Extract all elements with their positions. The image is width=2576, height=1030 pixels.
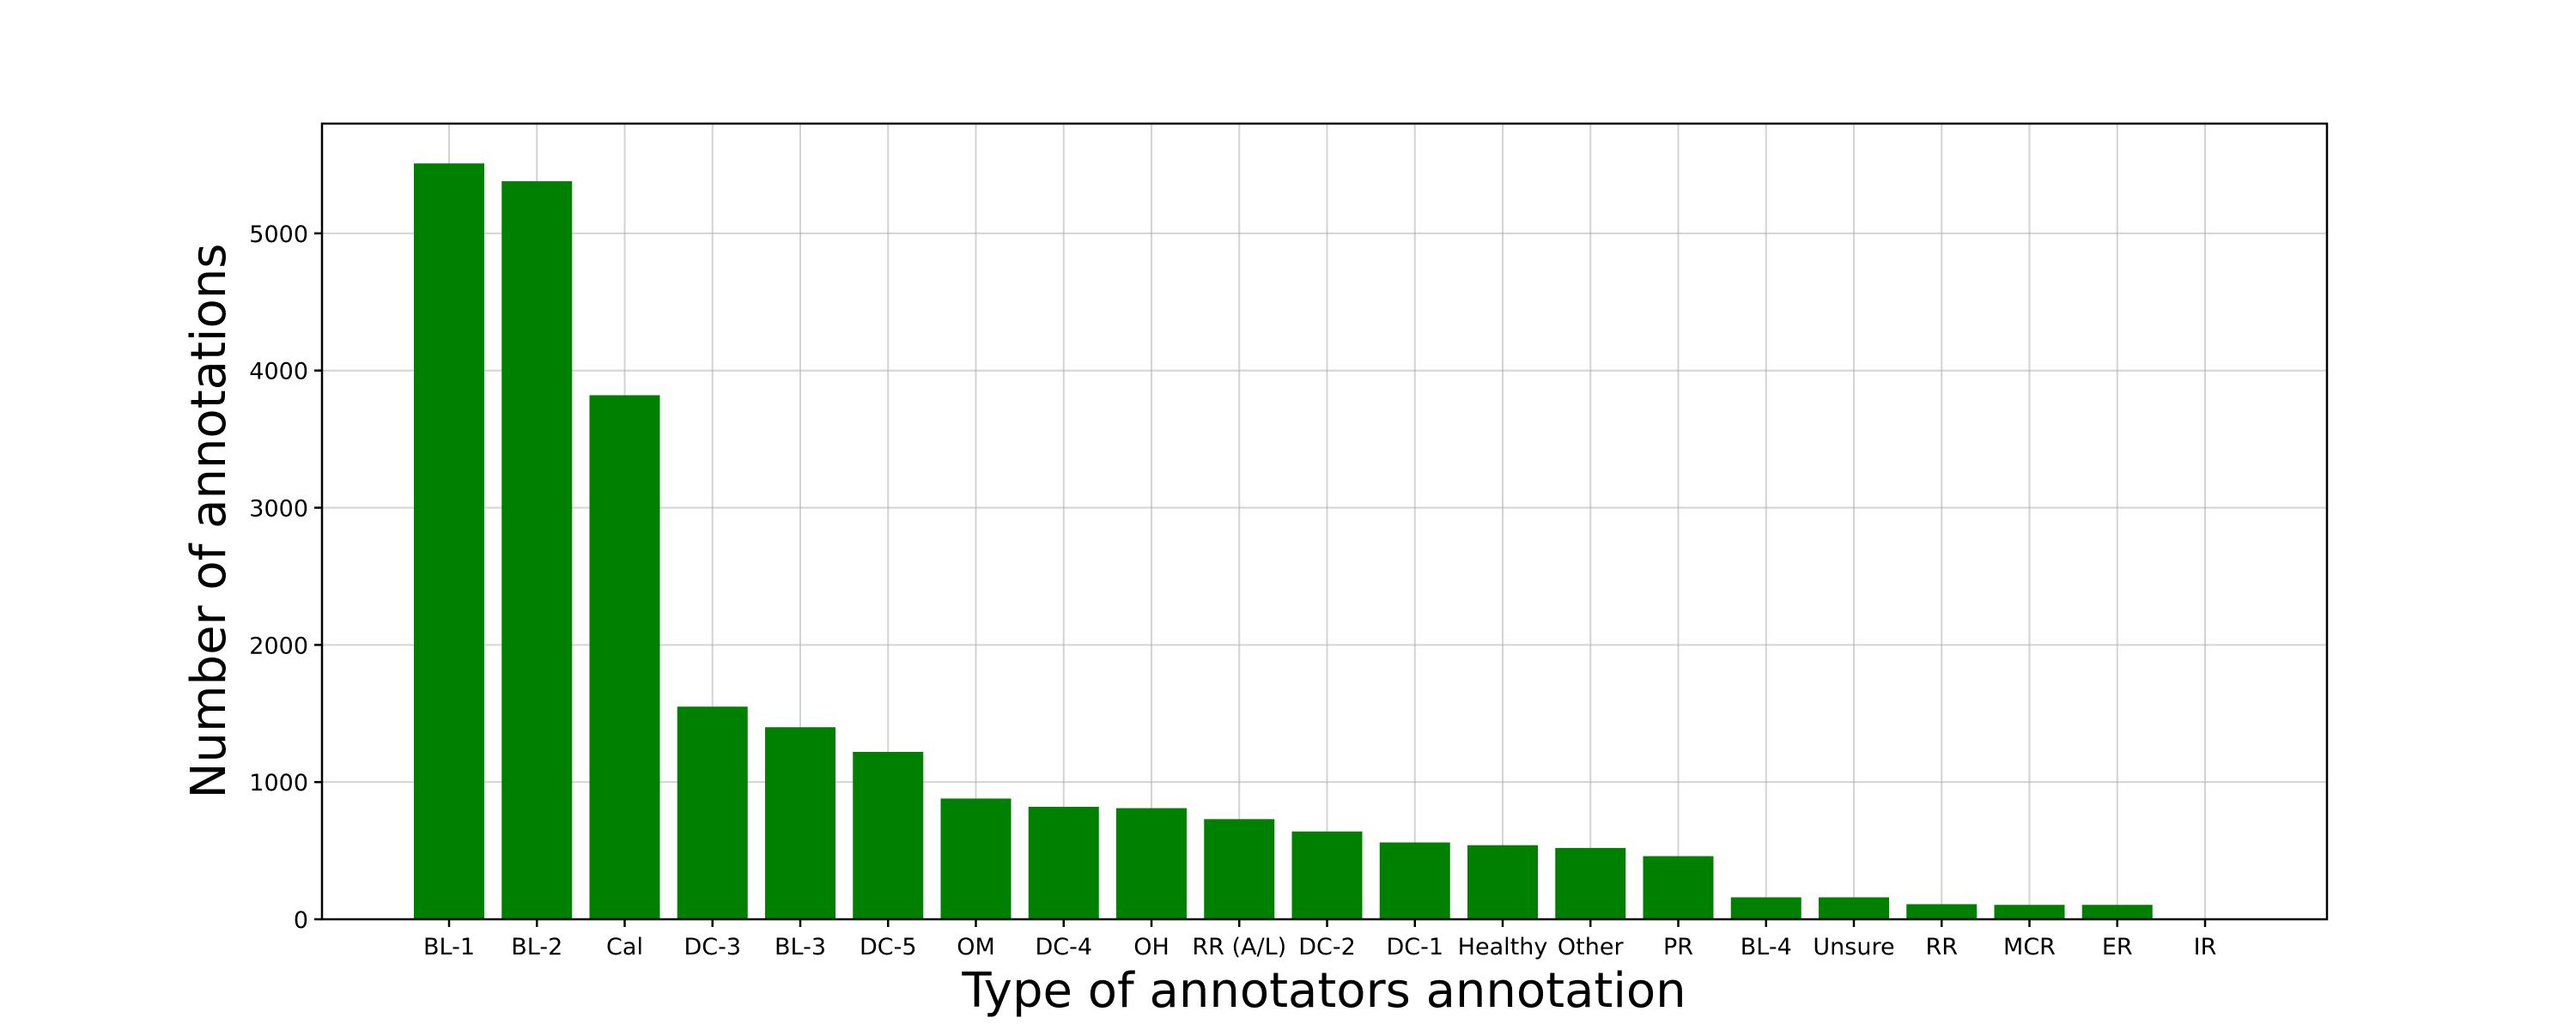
bar <box>677 706 748 919</box>
bar <box>1204 819 1275 919</box>
bar <box>2081 905 2153 919</box>
x-tick-label: BL-2 <box>511 934 562 960</box>
x-tick-label: DC-2 <box>1298 934 1356 960</box>
y-tick-label: 3000 <box>249 496 308 523</box>
bar <box>1994 905 2065 919</box>
bar <box>940 798 1012 919</box>
bar <box>589 395 660 919</box>
y-tick-label: 1000 <box>249 770 308 797</box>
x-tick-label: MCR <box>2003 934 2056 960</box>
bar <box>1379 842 1450 919</box>
bar <box>1819 897 1889 919</box>
y-tick-label: 0 <box>294 907 308 934</box>
x-tick-label: IR <box>2194 934 2217 960</box>
x-tick-label: RR (A/L) <box>1192 934 1286 960</box>
bar <box>1291 831 1363 919</box>
bar <box>1730 897 1801 919</box>
y-tick-label: 2000 <box>249 633 308 659</box>
y-tick-label: 5000 <box>249 221 308 248</box>
y-axis-label: Number of annotations <box>181 244 237 799</box>
bar <box>1467 845 1538 919</box>
bar <box>1906 904 1978 919</box>
bar <box>414 163 484 920</box>
x-axis-ticks: BL-1 BL-2 Cal DC-3 BL-3 DC-5 OM DC-4 OH RR (A/L) D… <box>423 919 2216 960</box>
bar <box>1555 847 1626 919</box>
x-tick-label: PR <box>1663 934 1693 960</box>
bar <box>1028 806 1099 919</box>
x-axis-label: Type of annotators annotation <box>961 963 1686 1019</box>
bar <box>853 752 924 919</box>
x-tick-label: BL-3 <box>775 934 826 960</box>
bar <box>1643 856 1714 919</box>
x-tick-label: BL-1 <box>423 934 475 960</box>
grid <box>322 124 2327 920</box>
x-tick-label: RR <box>1925 934 1958 960</box>
x-tick-label: BL-4 <box>1741 934 1792 960</box>
bar <box>1116 808 1187 919</box>
x-tick-label: ER <box>2102 934 2133 960</box>
x-tick-label: DC-5 <box>860 934 917 960</box>
bar <box>501 181 573 920</box>
y-tick-label: 4000 <box>249 359 308 385</box>
y-axis-ticks: 0 1000 2000 3000 4000 5000 <box>249 221 322 934</box>
x-tick-label: DC-4 <box>1035 934 1092 960</box>
x-tick-label: OM <box>957 934 995 960</box>
x-tick-label: Other <box>1558 934 1625 960</box>
x-tick-label: Cal <box>606 934 643 960</box>
x-tick-label: OH <box>1133 934 1170 960</box>
bars <box>414 163 2153 920</box>
bar <box>765 727 835 919</box>
x-tick-label: DC-1 <box>1386 934 1443 960</box>
plot-frame <box>320 122 2329 921</box>
x-tick-label: Healthy <box>1458 934 1548 960</box>
x-tick-label: DC-3 <box>683 934 741 960</box>
x-tick-label: Unsure <box>1813 934 1894 960</box>
